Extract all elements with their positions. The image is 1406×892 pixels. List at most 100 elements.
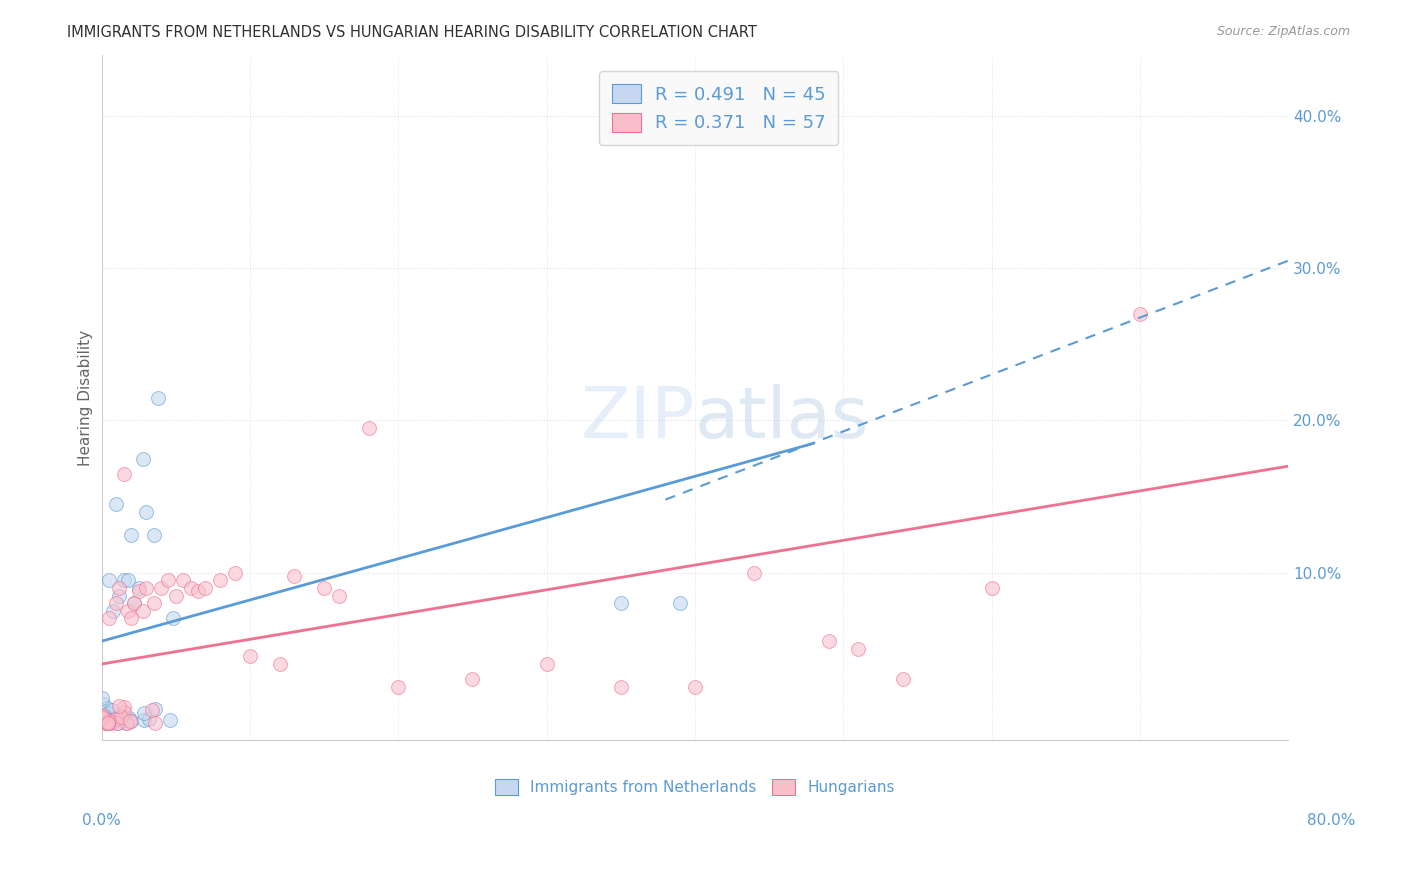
Text: Source: ZipAtlas.com: Source: ZipAtlas.com xyxy=(1216,25,1350,38)
Point xyxy=(93,709,115,723)
Point xyxy=(143,716,166,731)
Point xyxy=(91,706,114,720)
Point xyxy=(103,604,125,618)
Text: 0.0%: 0.0% xyxy=(82,814,121,828)
Point xyxy=(104,712,127,726)
Point xyxy=(141,703,163,717)
Point xyxy=(104,710,127,724)
Point xyxy=(105,497,128,511)
Point xyxy=(149,581,172,595)
Point xyxy=(108,581,131,595)
Point xyxy=(461,672,484,686)
Point xyxy=(97,714,120,728)
Point xyxy=(224,566,246,580)
Point xyxy=(146,391,169,405)
Point xyxy=(669,596,692,610)
Point xyxy=(94,711,117,725)
Point xyxy=(134,713,156,727)
Point xyxy=(159,713,181,727)
Point xyxy=(165,589,187,603)
Point xyxy=(107,698,129,713)
Point xyxy=(91,711,114,725)
Point xyxy=(110,709,132,723)
Point xyxy=(610,596,633,610)
Text: atlas: atlas xyxy=(695,384,869,452)
Point xyxy=(105,716,128,731)
Point xyxy=(610,680,633,694)
Point xyxy=(103,713,125,727)
Point xyxy=(117,711,139,725)
Point xyxy=(817,634,839,648)
Point xyxy=(172,574,194,588)
Point xyxy=(328,589,350,603)
Point xyxy=(112,706,135,720)
Point xyxy=(187,584,209,599)
Point xyxy=(108,589,131,603)
Point xyxy=(132,604,155,618)
Point xyxy=(120,714,142,729)
Point xyxy=(101,703,124,717)
Point xyxy=(91,713,114,727)
Point xyxy=(91,690,114,705)
Point xyxy=(103,714,125,728)
Text: ZIP: ZIP xyxy=(581,384,695,452)
Point xyxy=(891,672,914,686)
Point xyxy=(120,611,142,625)
Text: 80.0%: 80.0% xyxy=(1308,814,1355,828)
Point xyxy=(98,611,121,625)
Point xyxy=(115,716,138,731)
Point xyxy=(132,451,155,466)
Point xyxy=(120,714,142,728)
Point xyxy=(98,574,121,588)
Point xyxy=(536,657,558,671)
Text: IMMIGRANTS FROM NETHERLANDS VS HUNGARIAN HEARING DISABILITY CORRELATION CHART: IMMIGRANTS FROM NETHERLANDS VS HUNGARIAN… xyxy=(67,25,758,40)
Point xyxy=(314,581,336,595)
Point xyxy=(98,711,121,725)
Point xyxy=(269,657,291,671)
Point xyxy=(112,699,135,714)
Point xyxy=(107,715,129,730)
Point xyxy=(744,566,766,580)
Point xyxy=(980,581,1002,595)
Point xyxy=(683,680,706,694)
Point xyxy=(112,467,135,481)
Point xyxy=(134,706,156,721)
Point xyxy=(101,715,124,730)
Point xyxy=(96,712,118,726)
Point xyxy=(117,574,139,588)
Point xyxy=(143,702,166,716)
Point xyxy=(283,568,305,582)
Point xyxy=(97,715,120,730)
Point xyxy=(117,715,139,730)
Point xyxy=(122,596,145,610)
Point xyxy=(91,710,114,724)
Point xyxy=(91,697,114,711)
Point xyxy=(97,706,120,720)
Point xyxy=(138,712,160,726)
Point xyxy=(114,710,136,724)
Point xyxy=(96,716,118,731)
Point xyxy=(142,596,165,610)
Point xyxy=(162,611,184,625)
Point xyxy=(104,712,127,726)
Point xyxy=(105,596,128,610)
Point xyxy=(239,649,262,664)
Point xyxy=(96,701,118,715)
Point xyxy=(180,581,202,595)
Point xyxy=(128,581,150,595)
Y-axis label: Hearing Disability: Hearing Disability xyxy=(79,329,93,466)
Point xyxy=(94,716,117,731)
Point xyxy=(357,421,380,435)
Point xyxy=(117,604,139,618)
Point xyxy=(91,707,114,722)
Point xyxy=(157,574,180,588)
Point xyxy=(846,641,869,656)
Point xyxy=(111,708,134,723)
Legend: Immigrants from Netherlands, Hungarians: Immigrants from Netherlands, Hungarians xyxy=(489,772,901,801)
Point xyxy=(94,716,117,731)
Point xyxy=(100,716,122,731)
Point xyxy=(194,581,217,595)
Point xyxy=(120,527,142,541)
Point xyxy=(209,574,232,588)
Point xyxy=(387,680,409,694)
